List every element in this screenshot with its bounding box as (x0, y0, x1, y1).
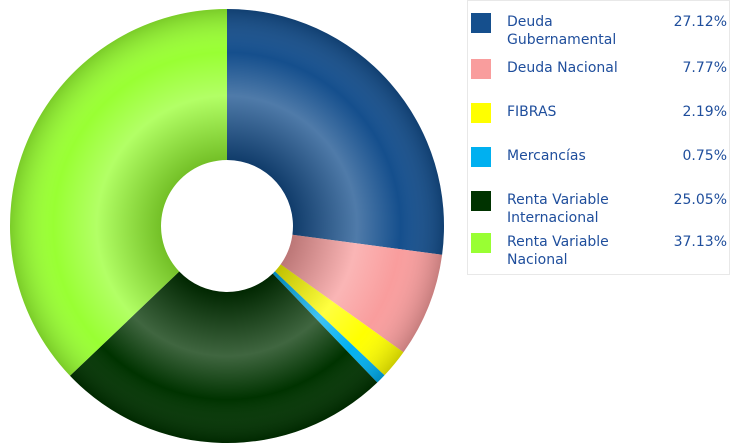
legend-swatch (471, 147, 491, 167)
legend-value: 2.19% (682, 104, 727, 120)
legend-label: FIBRAS (507, 104, 557, 120)
legend-label: Mercancías (507, 148, 586, 164)
legend-value: 7.77% (682, 60, 727, 76)
donut-slice (227, 9, 445, 255)
legend-swatch (471, 233, 491, 253)
legend: Deuda Gubernamental 27.12% Deuda Nacional 7… (467, 0, 730, 275)
legend-swatch (471, 103, 491, 123)
legend-label: Renta Variable Internacional (507, 192, 609, 226)
legend-value: 37.13% (673, 234, 727, 250)
legend-value: 27.12% (673, 14, 727, 30)
legend-label: Renta Variable Nacional (507, 234, 609, 268)
legend-swatch (471, 59, 491, 79)
legend-label: Deuda Gubernamental (507, 14, 617, 48)
legend-swatch (471, 191, 491, 211)
legend-label: Deuda Nacional (507, 60, 618, 76)
legend-swatch (471, 13, 491, 33)
legend-value: 25.05% (673, 192, 727, 208)
donut-chart (9, 9, 445, 443)
legend-value: 0.75% (682, 148, 727, 164)
slices (9, 9, 445, 443)
